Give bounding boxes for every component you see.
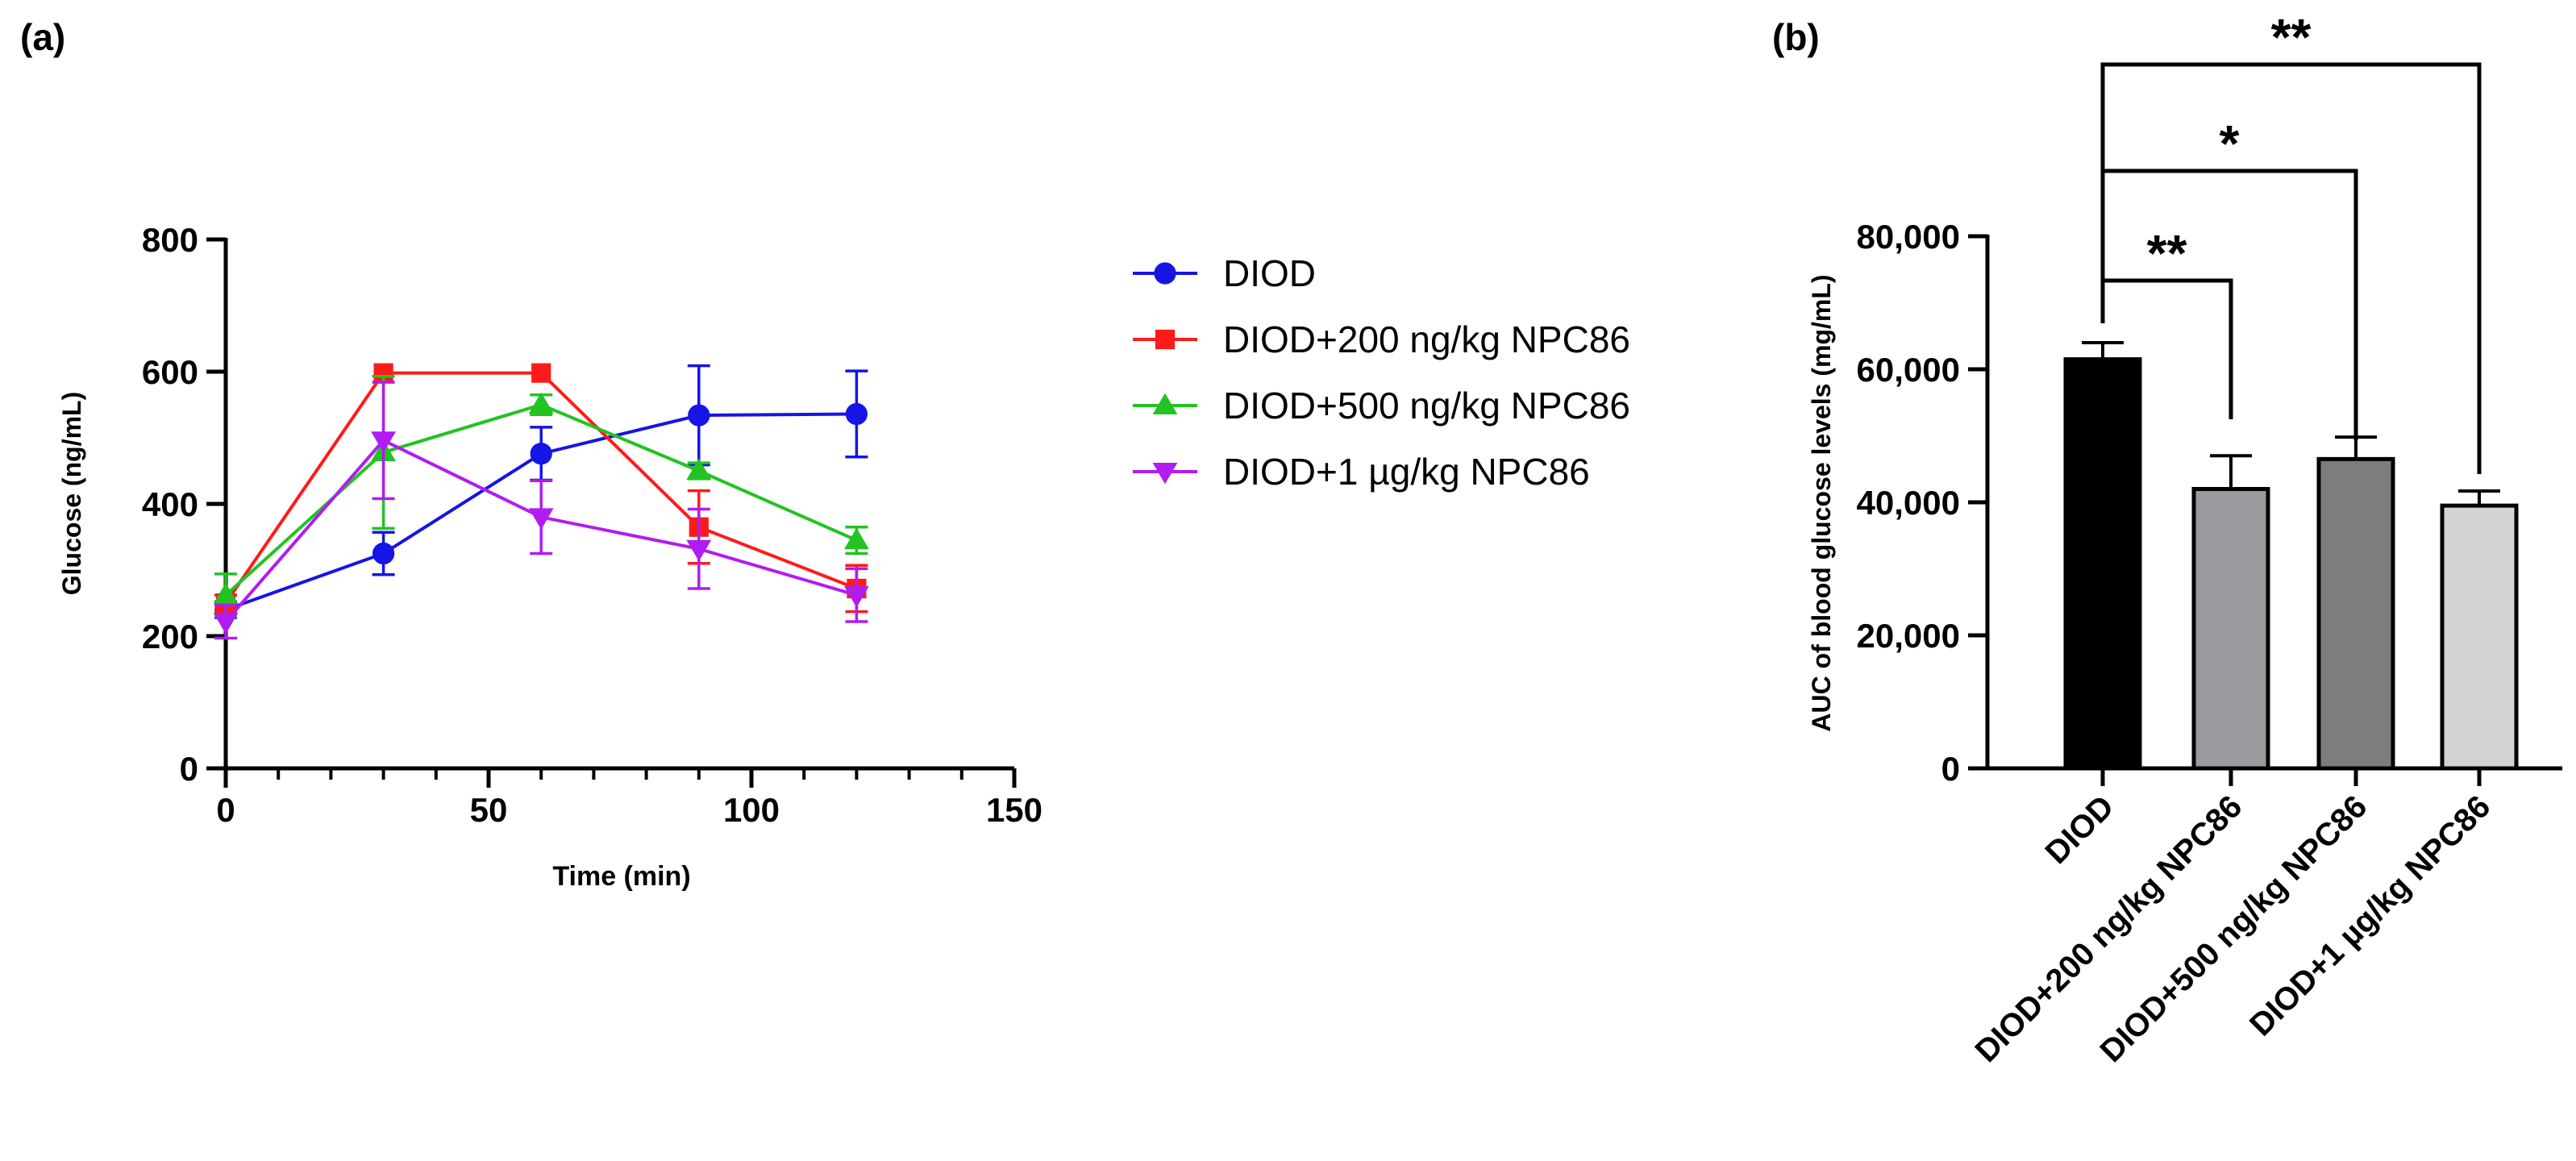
significance-label: ** (2271, 8, 2312, 66)
data-point (688, 404, 710, 427)
panel-b-y-axis-label: AUC of blood glucose levels (mg/mL) (1807, 274, 1836, 731)
legend-marker (1154, 262, 1176, 285)
panel-a-y-axis-label: Glucose (ng/mL) (57, 392, 86, 595)
b-y-tick-label: 0 (1941, 750, 1960, 788)
data-point (528, 392, 554, 414)
b-y-tick-label: 80,000 (1857, 218, 1960, 256)
b-y-tick-label: 20,000 (1857, 617, 1960, 655)
data-point (845, 402, 868, 426)
data-point (686, 539, 712, 562)
a-y-tick-label: 0 (180, 750, 198, 788)
legend-label: DIOD+200 ng/kg NPC86 (1223, 318, 1630, 360)
b-y-tick-label: 60,000 (1857, 351, 1960, 389)
legend-label: DIOD+500 ng/kg NPC86 (1223, 385, 1630, 427)
legend-label: DIOD+1 µg/kg NPC86 (1223, 451, 1590, 493)
data-point (686, 458, 712, 480)
panel-b-significance: ***** (2100, 8, 2482, 474)
bar-group-diod: DIOD (2039, 341, 2142, 871)
a-x-tick-label: 0 (216, 791, 235, 829)
significance-label: ** (2147, 224, 2187, 282)
bar-diod-1-g-kg-npc86 (2440, 503, 2519, 771)
panel-a-legend: DIOD DIOD+200 ng/kg NPC86 DIOD+500 ng/kg N… (1133, 252, 1630, 493)
a-x-tick-label: 150 (986, 791, 1042, 829)
panel-b-bar-chart: (b) 0 20,000 40,000 60,000 80,000 DIODDIOD+2… (1772, 8, 2562, 1069)
data-point (213, 612, 239, 635)
bar-diod-200-ng-kg-npc86 (2191, 487, 2270, 771)
legend-item-diod: DIOD (1133, 252, 1316, 294)
panel-a-x-axis-label: Time (min) (552, 861, 690, 892)
a-y-tick-label: 800 (142, 221, 198, 259)
data-point (371, 431, 396, 453)
legend-marker (1152, 463, 1178, 485)
data-point (213, 582, 239, 605)
panel-a-line-chart: (a) 0 200 400 600 800 0 50 100 150 Time (min) Gl… (20, 16, 1630, 892)
panel-a-axes: 0 200 400 600 800 0 50 100 150 (142, 221, 1042, 829)
a-y-tick-label: 400 (142, 485, 198, 523)
legend-marker (1152, 393, 1178, 414)
panel-b-label: (b) (1772, 16, 1820, 58)
a-x-tick-label: 100 (723, 791, 780, 829)
b-y-tick-label: 40,000 (1857, 484, 1960, 522)
legend-item-diod-200-ng-kg-npc86: DIOD+200 ng/kg NPC86 (1133, 318, 1630, 360)
significance-bracket (2100, 62, 2482, 474)
legend-marker (1155, 329, 1176, 350)
panel-a-series (213, 363, 869, 640)
data-point (528, 508, 554, 530)
a-y-tick-label: 200 (142, 618, 198, 655)
significance-diod-1-g-kg-npc86: ** (2100, 8, 2482, 474)
series-diod-1-g-kg-npc86 (213, 381, 869, 640)
data-point (844, 586, 869, 608)
data-point (530, 443, 552, 465)
data-point (372, 542, 395, 565)
panel-a-label: (a) (20, 16, 65, 58)
b-x-tick-label: DIOD+1 µg/kg NPC86 (2243, 789, 2497, 1042)
b-x-tick-label: DIOD (2039, 789, 2121, 871)
legend-item-diod-500-ng-kg-npc86: DIOD+500 ng/kg NPC86 (1133, 385, 1630, 427)
a-x-tick-label: 50 (470, 791, 508, 829)
b-x-tick-label: DIOD+200 ng/kg NPC86 (1969, 789, 2249, 1069)
significance-label: * (2220, 114, 2240, 173)
data-point (531, 363, 551, 383)
data-point (844, 527, 869, 550)
legend-label: DIOD (1223, 252, 1316, 294)
legend-item-diod-1-g-kg-npc86: DIOD+1 µg/kg NPC86 (1133, 451, 1590, 493)
a-y-tick-label: 600 (142, 353, 198, 391)
bar-diod (2063, 357, 2142, 771)
bar-diod-500-ng-kg-npc86 (2316, 456, 2395, 771)
